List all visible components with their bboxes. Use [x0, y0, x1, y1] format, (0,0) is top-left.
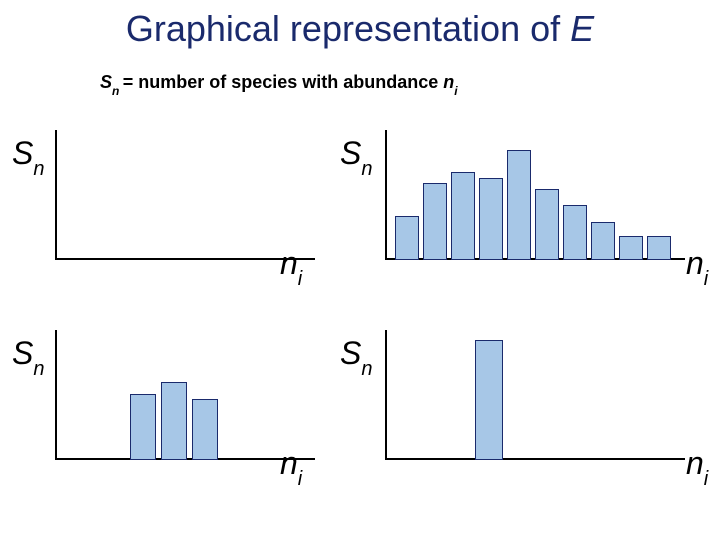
y-axis-label-tr: Sn [340, 135, 372, 177]
bar [563, 205, 587, 260]
y-axis [55, 330, 57, 460]
chart-panel-br [385, 330, 685, 460]
bar [161, 382, 187, 460]
bar [647, 236, 671, 260]
y-axis [385, 130, 387, 260]
page-title: Graphical representation of E [0, 8, 720, 50]
x-axis [385, 458, 685, 460]
y-axis-label-bl: Sn [12, 335, 44, 377]
y-axis [55, 130, 57, 260]
bar [535, 189, 559, 261]
bar [192, 399, 218, 460]
bars [395, 150, 671, 260]
bar [591, 222, 615, 261]
bars [130, 382, 218, 460]
x-axis-label-br: ni [686, 445, 708, 487]
chart-panel-tr [385, 130, 685, 260]
y-axis-label-tl: Sn [12, 135, 44, 177]
bar [479, 178, 503, 261]
x-axis [55, 258, 315, 260]
title-text: Graphical representation of [126, 8, 570, 49]
subtitle-n: n [443, 72, 454, 92]
subtitle-mid: = number of species with abundance [123, 72, 444, 92]
bar [130, 394, 156, 460]
subtitle-sub2: i [454, 84, 457, 98]
y-axis-label-br: Sn [340, 335, 372, 377]
y-axis [385, 330, 387, 460]
title-var: E [570, 8, 594, 49]
bar [475, 340, 503, 460]
chart-panel-bl [55, 330, 315, 460]
bars [475, 340, 503, 460]
bar [451, 172, 475, 260]
subtitle-sub1: n [112, 84, 123, 98]
x-axis-label-tr: ni [686, 245, 708, 287]
bar [395, 216, 419, 260]
bar [619, 236, 643, 260]
bar [507, 150, 531, 260]
subtitle: Sn = number of species with abundance ni [100, 72, 458, 96]
bar [423, 183, 447, 260]
subtitle-s: S [100, 72, 112, 92]
chart-panel-tl [55, 130, 315, 260]
